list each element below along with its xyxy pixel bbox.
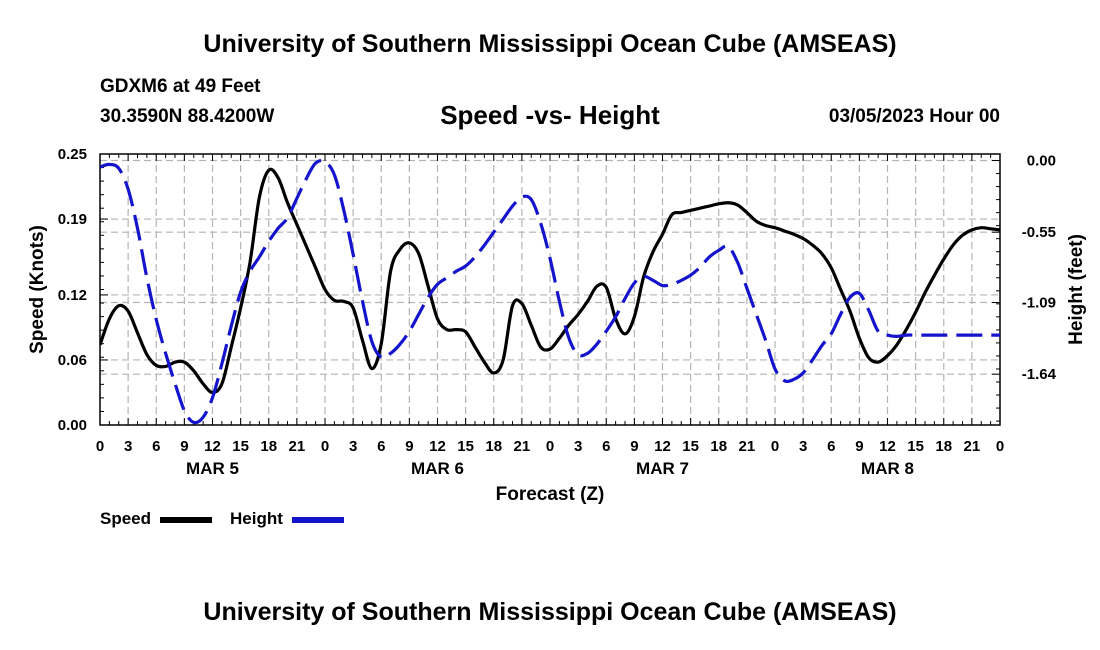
day-label: MAR 5 [186,459,239,478]
x-tick-label: 18 [935,438,952,455]
x-tick-label: 0 [546,438,554,455]
x-tick-label: 6 [827,438,835,455]
y-tick-label: 0.12 [58,287,87,304]
y-tick-label: 0.25 [58,146,87,163]
x-tick-label: 0 [996,438,1004,455]
y2-axis-label: Height (feet) [1066,234,1087,345]
x-tick-label: 3 [799,438,807,455]
x-tick-label: 3 [349,438,357,455]
x-tick-label: 21 [964,438,981,455]
y-tick-label: 0.06 [58,352,87,369]
x-tick-label: 18 [485,438,502,455]
x-tick-label: 6 [377,438,385,455]
x-tick-label: 18 [710,438,727,455]
station-coordinates: 30.3590N 88.4200W [100,106,275,127]
x-tick-label: 15 [682,438,699,455]
x-tick-label: 21 [289,438,306,455]
page-title: University of Southern Mississippi Ocean… [203,30,897,58]
y2-tick-label: -1.64 [1022,366,1057,383]
x-tick-label: 12 [654,438,671,455]
legend-height-swatch [292,517,344,523]
x-tick-label: 6 [152,438,160,455]
x-tick-label: 15 [907,438,924,455]
y2-tick-label: -1.09 [1022,295,1056,312]
x-tick-label: 0 [771,438,779,455]
y-tick-label: 0.19 [58,211,87,228]
station-name: GDXM6 at 49 Feet [100,76,261,97]
day-label: MAR 8 [861,459,914,478]
y2-tick-label: 0.00 [1027,153,1056,170]
legend-height-label: Height [230,509,283,528]
x-tick-label: 21 [514,438,531,455]
x-tick-label: 9 [180,438,188,455]
x-tick-label: 6 [602,438,610,455]
y2-tick-label: -0.55 [1022,224,1056,241]
chart-title: Speed -vs- Height [440,100,660,130]
day-label: MAR 7 [636,459,689,478]
forecast-datetime: 03/05/2023 Hour 00 [828,106,1000,127]
x-tick-label: 18 [260,438,277,455]
x-tick-label: 15 [232,438,249,455]
day-label: MAR 6 [411,459,464,478]
height-series-line [100,159,1000,425]
x-axis-label: Forecast (Z) [496,484,605,505]
x-tick-label: 12 [204,438,221,455]
legend-speed-label: Speed [100,509,152,528]
x-tick-label: 0 [321,438,329,455]
footer-title: University of Southern Mississippi Ocean… [203,598,897,626]
x-tick-label: 12 [429,438,446,455]
x-tick-label: 9 [630,438,638,455]
legend-speed-swatch [160,517,212,523]
x-tick-label: 9 [405,438,413,455]
x-tick-label: 15 [457,438,474,455]
x-tick-label: 12 [879,438,896,455]
x-tick-label: 9 [855,438,863,455]
y-axis-label: Speed (Knots) [27,225,48,354]
x-tick-label: 3 [124,438,132,455]
speed-series-line [100,167,1000,395]
x-tick-label: 3 [574,438,582,455]
x-tick-label: 21 [739,438,756,455]
y-tick-label: 0.00 [58,417,87,434]
x-tick-label: 0 [96,438,104,455]
